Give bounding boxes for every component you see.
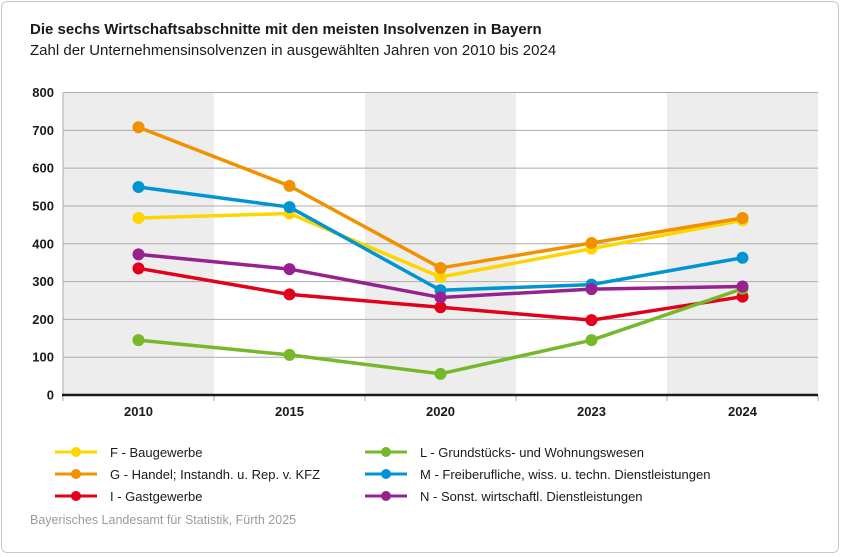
legend-item-F: F - Baugewerbe bbox=[53, 441, 363, 463]
y-axis-label: 800 bbox=[32, 85, 54, 100]
legend-marker-F bbox=[55, 447, 97, 457]
legend-marker-I bbox=[55, 491, 97, 501]
legend-marker-G bbox=[55, 469, 97, 479]
data-point-F-2020 bbox=[434, 271, 447, 284]
legend-marker-N bbox=[365, 491, 407, 501]
data-point-I-2015 bbox=[283, 288, 296, 301]
y-axis-label: 100 bbox=[32, 350, 54, 365]
page-subtitle: Zahl der Unternehmensinsolvenzen in ausg… bbox=[30, 42, 557, 59]
data-point-I-2010 bbox=[132, 262, 145, 275]
data-point-I-2023 bbox=[585, 314, 598, 327]
title-block: Die sechs Wirtschaftsabschnitte mit den … bbox=[30, 19, 556, 61]
data-point-M-2010 bbox=[132, 181, 145, 194]
legend-label-G: G - Handel; Instandh. u. Rep. v. KFZ bbox=[110, 466, 321, 482]
x-axis-label: 2023 bbox=[577, 404, 606, 419]
legend-label-I: I - Gastgewerbe bbox=[110, 488, 203, 504]
data-point-N-2023 bbox=[585, 283, 598, 296]
y-axis-label: 0 bbox=[47, 388, 54, 403]
legend-item-I: I - Gastgewerbe bbox=[53, 485, 363, 507]
data-point-L-2020 bbox=[434, 367, 447, 380]
data-point-N-2024 bbox=[736, 280, 749, 293]
data-point-G-2023 bbox=[585, 236, 598, 249]
x-axis-label: 2015 bbox=[275, 404, 304, 419]
legend-label-N: N - Sonst. wirtschaftl. Dienstleistungen bbox=[420, 488, 643, 504]
x-axis-label: 2010 bbox=[124, 404, 153, 419]
y-axis-label: 700 bbox=[32, 123, 54, 138]
legend-item-G: G - Handel; Instandh. u. Rep. v. KFZ bbox=[53, 463, 363, 485]
data-point-L-2015 bbox=[283, 348, 296, 361]
x-axis-label: 2020 bbox=[426, 404, 455, 419]
data-point-G-2015 bbox=[283, 179, 296, 192]
data-point-N-2020 bbox=[434, 291, 447, 304]
legend-label-M: M - Freiberufliche, wiss. u. techn. Dien… bbox=[420, 466, 711, 482]
y-axis-label: 400 bbox=[32, 236, 54, 251]
legend-label-F: F - Baugewerbe bbox=[110, 444, 203, 460]
page-title: Die sechs Wirtschaftsabschnitte mit den … bbox=[30, 21, 542, 38]
data-point-L-2010 bbox=[132, 334, 145, 347]
chart-legend: F - Baugewerbe G - Handel; Instandh. u. R… bbox=[53, 441, 710, 507]
data-point-I-2020 bbox=[434, 301, 447, 314]
legend-marker-M bbox=[365, 469, 407, 479]
legend-label-L: L - Grundstücks- und Wohnungswesen bbox=[420, 444, 645, 460]
data-point-G-2010 bbox=[132, 121, 145, 134]
data-point-G-2020 bbox=[434, 261, 447, 274]
data-point-N-2010 bbox=[132, 248, 145, 261]
data-point-L-2023 bbox=[585, 334, 598, 347]
legend-item-N: N - Sonst. wirtschaftl. Dienstleistungen bbox=[363, 485, 710, 507]
data-point-M-2024 bbox=[736, 251, 749, 264]
legend-marker-L bbox=[365, 447, 407, 457]
y-axis-label: 300 bbox=[32, 274, 54, 289]
data-point-M-2015 bbox=[283, 201, 296, 214]
y-axis-label: 600 bbox=[32, 161, 54, 176]
data-point-G-2024 bbox=[736, 212, 749, 225]
data-point-N-2015 bbox=[283, 263, 296, 276]
y-axis-label: 500 bbox=[32, 198, 54, 213]
legend-item-L: L - Grundstücks- und Wohnungswesen bbox=[363, 441, 710, 463]
y-axis-label: 200 bbox=[32, 312, 54, 327]
data-point-F-2010 bbox=[132, 212, 145, 225]
source-note: Bayerisches Landesamt für Statistik, Für… bbox=[30, 513, 297, 527]
legend-item-M: M - Freiberufliche, wiss. u. techn. Dien… bbox=[363, 463, 710, 485]
x-axis-label: 2024 bbox=[728, 404, 758, 419]
